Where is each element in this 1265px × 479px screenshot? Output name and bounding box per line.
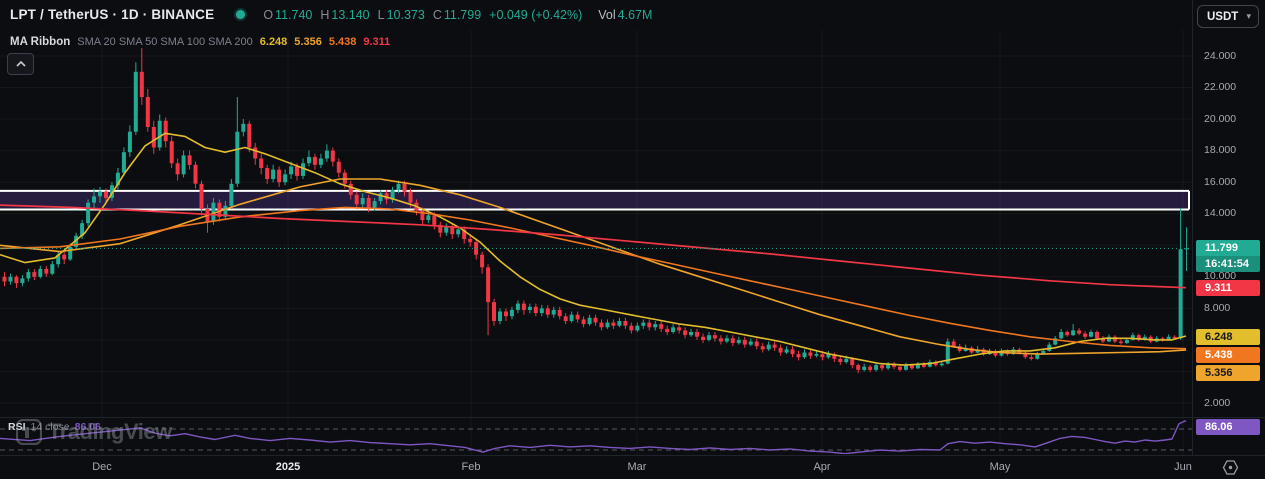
currency-dropdown[interactable]: USDT ▾ bbox=[1197, 5, 1259, 28]
ma-line-sma200 bbox=[0, 204, 1187, 289]
price-tick-label: 2.000 bbox=[1204, 397, 1231, 409]
hexagon-settings-icon bbox=[1222, 460, 1239, 475]
open-value: O 11.740 bbox=[263, 7, 313, 22]
price-tick-label: 20.000 bbox=[1204, 113, 1237, 125]
rsi-title[interactable]: RSI bbox=[8, 421, 26, 433]
chevron-up-icon bbox=[15, 60, 26, 67]
ma-line-sma50 bbox=[0, 178, 1187, 355]
ma-ribbon-legend[interactable]: MA Ribbon SMA 20 SMA 50 SMA 100 SMA 200 … bbox=[10, 36, 390, 48]
time-axis-separator bbox=[0, 455, 1265, 456]
price-tick-label: 14.000 bbox=[1204, 207, 1237, 219]
price-tick-label: 18.000 bbox=[1204, 144, 1237, 156]
price-badge: 5.438 bbox=[1196, 347, 1260, 363]
price-tick-label: 16.000 bbox=[1204, 176, 1237, 188]
high-value: H 13.140 bbox=[320, 7, 370, 22]
price-tick-label: 24.000 bbox=[1204, 50, 1237, 62]
time-label: Feb bbox=[461, 461, 481, 473]
price-axis[interactable]: 24.000 22.000 20.000 18.000 16.000 14.000 10.0… bbox=[1192, 0, 1265, 455]
time-label: Mar bbox=[627, 461, 647, 473]
countdown-badge: 16:41:54 bbox=[1196, 256, 1260, 272]
ma-ribbon-title[interactable]: MA Ribbon bbox=[10, 36, 71, 48]
price-badge: 9.311 bbox=[1196, 280, 1260, 296]
price-badge: 5.356 bbox=[1196, 365, 1260, 381]
collapse-panel-button[interactable] bbox=[7, 53, 34, 75]
chevron-down-icon: ▾ bbox=[1246, 11, 1251, 21]
low-value: L 10.373 bbox=[377, 7, 425, 22]
time-label: Jun bbox=[1174, 461, 1192, 473]
volume-value: Vol 4.67M bbox=[598, 7, 653, 22]
currency-value: USDT bbox=[1207, 10, 1239, 23]
rsi-pane-separator[interactable] bbox=[0, 417, 1265, 418]
rsi-value: 86.06 bbox=[74, 421, 101, 433]
sma50-value: 5.356 bbox=[294, 36, 322, 48]
time-axis[interactable]: Dec 2025 Feb Mar Apr May Jun bbox=[0, 455, 1265, 479]
change-value: +0.049 (+0.42%) bbox=[489, 7, 583, 22]
candlestick-series bbox=[2, 48, 1189, 373]
sma20-value: 6.248 bbox=[259, 36, 288, 48]
market-status-icon bbox=[236, 10, 246, 19]
sma100-value: 5.438 bbox=[328, 36, 357, 48]
price-axis-separator[interactable] bbox=[1192, 0, 1193, 455]
time-label: 2025 bbox=[275, 461, 301, 473]
sma200-value: 9.311 bbox=[363, 36, 391, 48]
ma-ribbon-lines bbox=[0, 132, 1187, 366]
price-tick-label: 8.000 bbox=[1204, 302, 1231, 314]
price-badge: 86.06 bbox=[1196, 419, 1260, 435]
time-label: Dec bbox=[92, 461, 112, 473]
rsi-pane bbox=[0, 419, 1192, 454]
time-label: Apr bbox=[813, 461, 831, 473]
grid-lines bbox=[0, 30, 1192, 455]
price-tick-label: 22.000 bbox=[1204, 81, 1237, 93]
symbol-title[interactable]: LPT / TetherUS · 1D · BINANCE bbox=[10, 7, 215, 22]
time-label: May bbox=[989, 461, 1011, 473]
rsi-line bbox=[0, 419, 1187, 454]
close-value: C 11.799 bbox=[432, 7, 482, 22]
price-badge: 11.799 bbox=[1196, 240, 1260, 256]
price-tick-label: 10.000 bbox=[1204, 270, 1237, 282]
price-badge: 6.248 bbox=[1196, 329, 1260, 345]
time-axis-settings-button[interactable] bbox=[1222, 459, 1239, 479]
resistance-zone bbox=[0, 189, 1190, 211]
ma-line-sma100 bbox=[0, 206, 1187, 350]
ma-ribbon-params: SMA 20 SMA 50 SMA 100 SMA 200 bbox=[77, 36, 253, 48]
rsi-params: 14 close bbox=[30, 421, 70, 433]
rsi-legend[interactable]: RSI 14 close 86.06 bbox=[8, 421, 101, 433]
